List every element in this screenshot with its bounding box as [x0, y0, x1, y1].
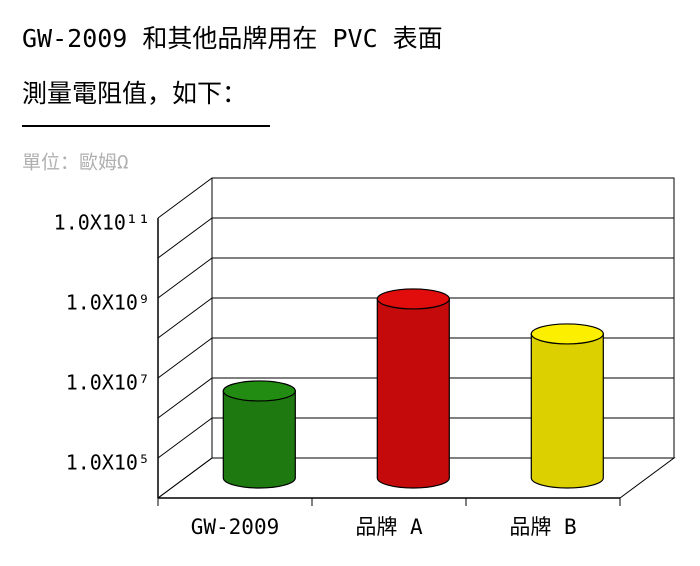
grid-line [157, 337, 213, 379]
grid-line [157, 457, 213, 499]
y-tick-label: 1.0X10¹¹ [54, 211, 150, 235]
title-line2: 測量電阻值，如下： [22, 79, 247, 108]
x-tick-label: 品牌 A [355, 515, 423, 539]
x-tick-label: 品牌 B [509, 515, 576, 539]
y-tick-label: 1.0X10⁷ [66, 371, 150, 395]
cylinder-body [530, 333, 604, 489]
grid-line [157, 217, 213, 259]
y-tick-label: 1.0X10⁹ [66, 291, 150, 315]
y-tick-label: 1.0X10⁵ [66, 451, 150, 475]
grid-line [157, 257, 213, 299]
grid-line [157, 377, 213, 419]
cylinder-top [376, 288, 450, 310]
unit-label: 單位：歐姆Ω [22, 152, 128, 174]
grid-line [157, 417, 213, 459]
cylinder-body [222, 390, 296, 489]
cylinder-body [376, 298, 450, 489]
x-tick-label: GW-2009 [191, 515, 280, 539]
cylinder-top [530, 323, 604, 345]
cylinder-top [222, 380, 296, 402]
grid-line [157, 177, 213, 219]
grid-line [157, 297, 213, 339]
title-line1: GW-2009 和其他品牌用在 PVC 表面 [22, 24, 443, 53]
